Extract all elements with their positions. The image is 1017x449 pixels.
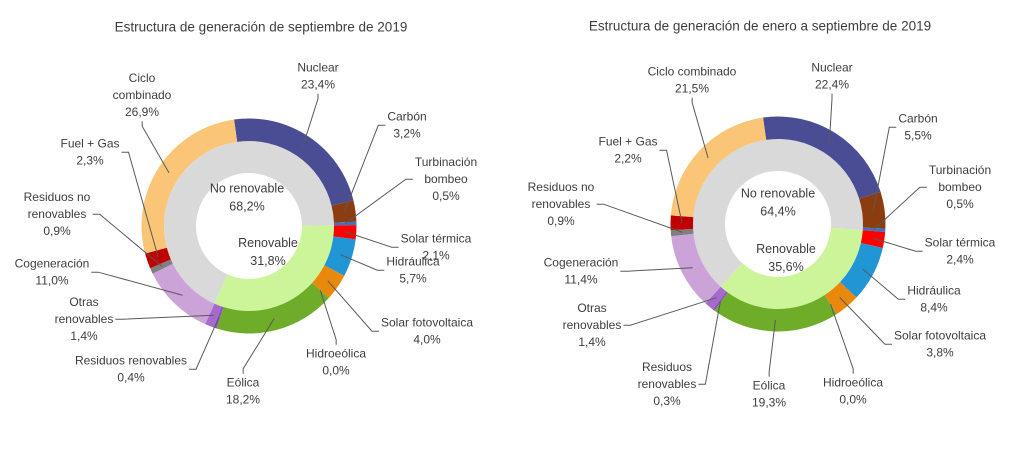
leader-line-residuos-renovables <box>698 300 721 385</box>
slice-label-carbon: Carbón 5,5% <box>898 112 937 143</box>
slice-label-nuclear: Nuclear 22,4% <box>811 61 852 92</box>
donut-slice-ciclo-combinado <box>141 119 238 254</box>
donut-slice-fuel-gas <box>145 247 171 269</box>
donut-slice-solar-termica <box>860 230 886 248</box>
slice-label-solar-termica: Solar térmica 2,1% <box>401 232 472 263</box>
chart-title: Estructura de generación de enero a sept… <box>589 19 931 34</box>
donut-slice-hidraulica <box>324 236 356 276</box>
slice-label-solar-termica: Solar térmica 2,4% <box>925 236 996 267</box>
slice-label-ciclo-combinado: Ciclo combinado 26,9% <box>113 71 172 119</box>
slice-label-fuel-gas: Fuel + Gas 2,2% <box>598 135 657 166</box>
leader-line-eolica <box>768 319 776 377</box>
leader-line-carbon <box>872 126 897 212</box>
donut-slice-hidraulica <box>840 242 883 298</box>
inner-ring-renovable <box>214 225 334 311</box>
leader-line-hidroeolica <box>830 304 854 374</box>
leader-line-eolica <box>242 318 275 374</box>
chart-january-september: Estructura de generación de enero a sept… <box>528 19 996 410</box>
slice-label-solar-fotovoltaica: Solar fotovoltaica 4,0% <box>381 316 473 347</box>
slice-label-eolica: Eólica 18,2% <box>226 376 260 407</box>
slice-label-hidraulica: Hidráulica 8,4% <box>907 284 961 315</box>
leader-line-otras-renovables <box>623 297 717 326</box>
slice-label-hidroeolica: Hidroeólica 0,0% <box>306 347 366 378</box>
donut-slice-solar-termica <box>333 225 357 240</box>
slice-label-carbon: Carbón 3,2% <box>387 110 426 141</box>
slice-label-residuos-renovables: Residuos renovables 0,4% <box>75 354 187 385</box>
slice-label-ciclo-combinado: Ciclo combinado 21,5% <box>648 65 737 96</box>
donut-slice-cogeneracion <box>152 263 215 325</box>
donut-slice-nuclear <box>234 118 354 206</box>
leader-line-fuel-gas <box>659 149 683 224</box>
slice-label-otras-renovables: Otras renovables 1,4% <box>55 295 114 343</box>
slice-label-nuclear: Nuclear 23,4% <box>297 61 338 92</box>
slice-label-residuos-no-renovables: Residuos no renovables 0,9% <box>24 190 91 238</box>
leader-line-solar-fotovoltaica <box>327 280 379 332</box>
leader-line-solar-termica <box>344 231 399 248</box>
leader-line-nuclear <box>828 93 833 143</box>
center-label-renovable: Renovable 31,8% <box>238 236 298 268</box>
leader-line-carbon <box>343 124 386 213</box>
slice-label-eolica: Eólica 19,3% <box>752 379 786 410</box>
leader-line-residuos-no-renovables <box>596 203 683 233</box>
slice-label-solar-fotovoltaica: Solar fotovoltaica 3,8% <box>894 329 986 360</box>
leader-line-solar-fotovoltaica <box>839 297 892 345</box>
center-label-no-renovable: No renovable 68,2% <box>210 181 284 213</box>
donut-slice-eolica <box>216 282 329 334</box>
inner-ring-no-renovable <box>692 138 863 287</box>
slice-label-residuos-renovables: Residuos renovables 0,3% <box>638 360 697 408</box>
leader-line-nuclear <box>302 93 319 147</box>
slice-label-hidraulica: Hidráulica 5,7% <box>386 255 440 286</box>
leader-line-residuos-no-renovables <box>92 213 163 267</box>
slice-label-hidroeolica: Hidroeólica 0,0% <box>823 376 883 407</box>
slice-label-otras-renovables: Otras renovables 1,4% <box>563 301 622 349</box>
leader-line-cogeneracion <box>91 271 183 296</box>
chart-september: Estructura de generación de septiembre d… <box>15 20 477 407</box>
center-label-no-renovable: No renovable 64,4% <box>741 186 815 218</box>
donut-slice-ciclo-combinado <box>670 117 767 218</box>
leader-line-hidraulica <box>862 268 906 300</box>
leader-line-ciclo-combinado <box>141 121 170 174</box>
slice-label-turbinacion-bombeo: Turbinación bombeo 0,5% <box>929 163 991 211</box>
leader-line-residuos-renovables <box>189 316 220 370</box>
chart-title: Estructura de generación de septiembre d… <box>115 20 408 35</box>
inner-ring-renovable <box>720 227 863 309</box>
donut-slice-nuclear <box>763 116 881 199</box>
donut-slice-carbon <box>859 191 886 229</box>
leader-line-turbinacion-bombeo <box>873 186 927 230</box>
donut-slice-eolica <box>714 292 837 332</box>
slice-label-fuel-gas: Fuel + Gas 2,3% <box>60 137 119 168</box>
leader-line-ciclo-combinado <box>691 97 709 159</box>
donut-slice-cogeneracion <box>671 233 721 304</box>
leader-line-turbinacion-bombeo <box>344 178 413 225</box>
slice-label-cogeneracion: Cogeneración 11,0% <box>15 257 90 288</box>
slice-label-residuos-no-renovables: Residuos no renovables 0,9% <box>528 180 595 228</box>
leader-line-cogeneracion <box>620 267 693 272</box>
leader-line-otras-renovables <box>115 314 214 320</box>
inner-ring-no-renovable <box>164 140 334 304</box>
leader-line-hidraulica <box>340 254 385 271</box>
center-label-renovable: Renovable 35,6% <box>756 242 816 274</box>
leader-line-fuel-gas <box>121 151 159 258</box>
slice-label-cogeneracion: Cogeneración 11,4% <box>544 256 619 287</box>
slice-label-turbinacion-bombeo: Turbinación bombeo 0,5% <box>415 155 477 203</box>
leader-line-solar-termica <box>872 237 923 252</box>
leader-line-hidroeolica <box>319 290 337 345</box>
